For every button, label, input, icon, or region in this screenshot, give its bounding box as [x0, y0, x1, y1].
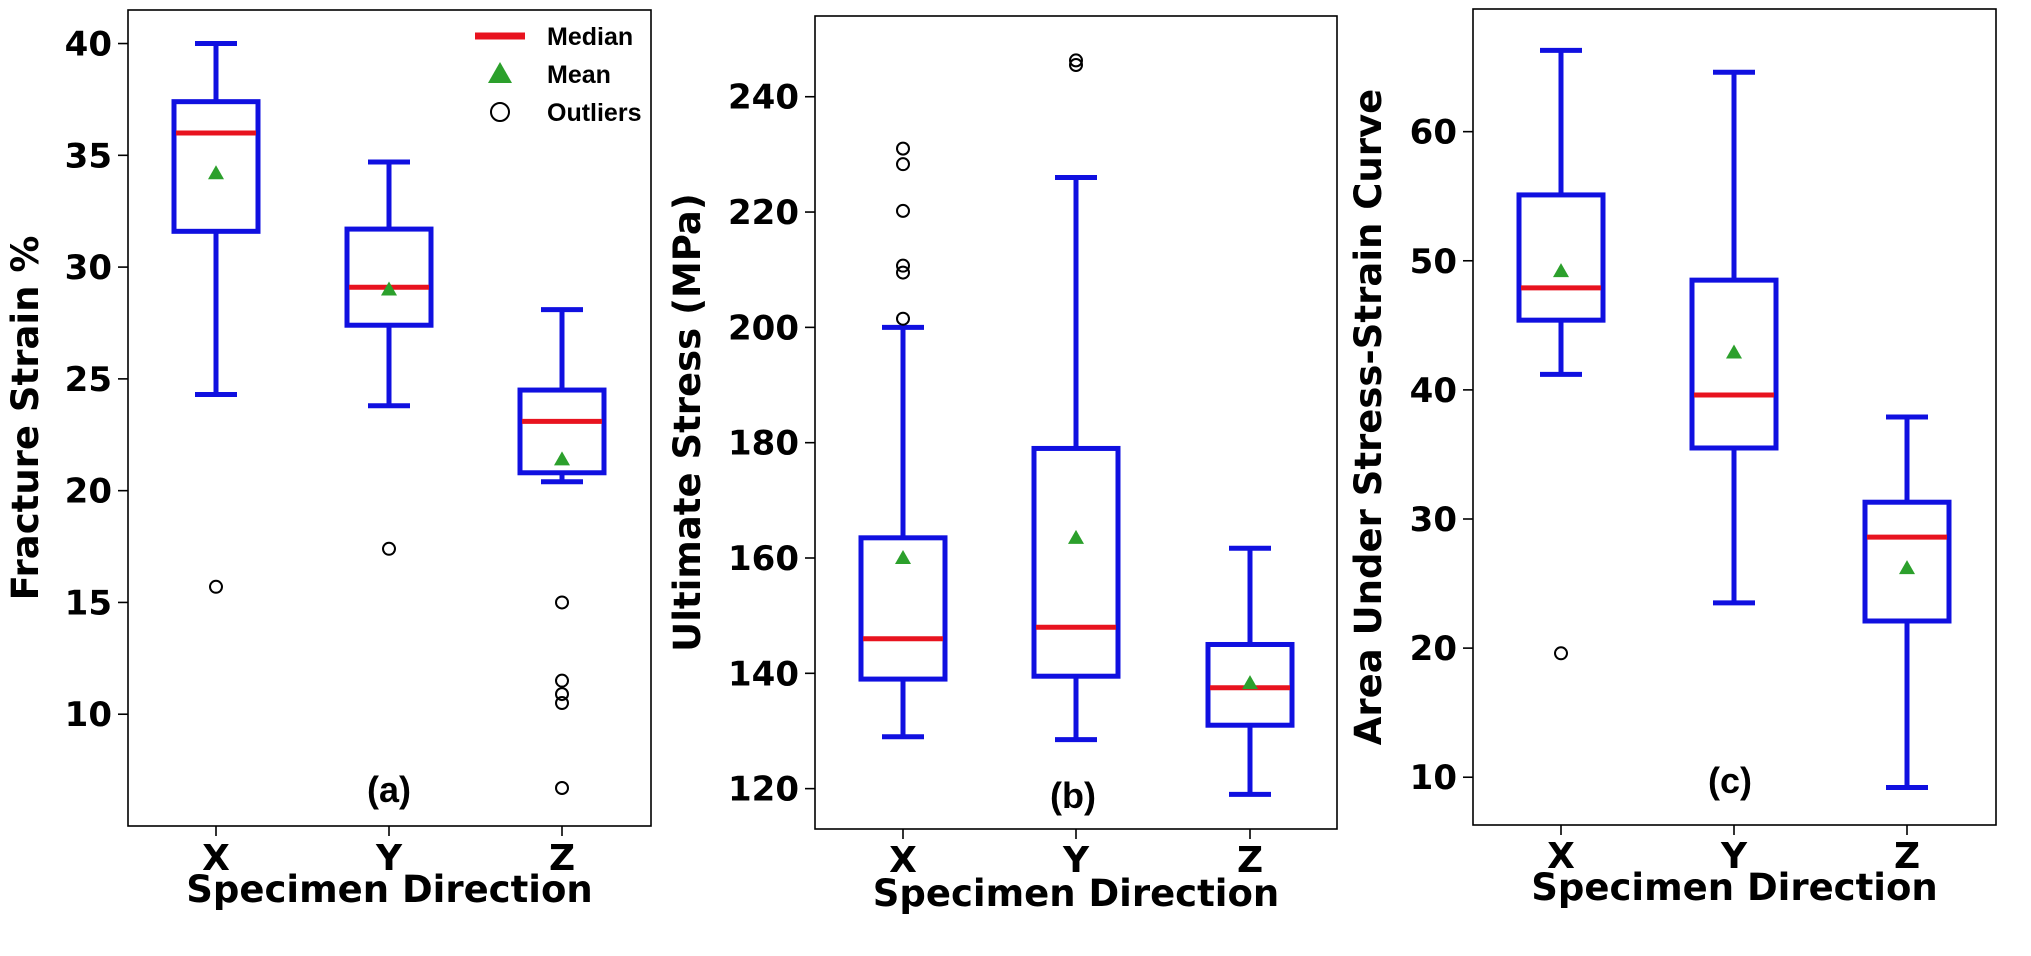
y-tick-label: 30 — [1410, 500, 1457, 540]
outlier-point — [209, 579, 223, 594]
x-tick-label: X — [202, 838, 230, 879]
y-tick-label: 10 — [1410, 758, 1457, 798]
x-axis-title: Specimen Direction — [873, 872, 1280, 915]
y-tick-label: 15 — [65, 583, 112, 623]
box-z — [517, 307, 607, 795]
mean-marker — [1242, 675, 1258, 690]
x-tick-label: Y — [1720, 836, 1748, 877]
y-tick-label: 35 — [65, 136, 112, 176]
mean-marker — [1553, 263, 1569, 278]
y-tick-label: 40 — [1410, 371, 1457, 411]
box-y — [1031, 53, 1121, 743]
x-tick-label: Z — [1894, 836, 1920, 877]
outlier-point — [555, 673, 569, 688]
outlier-point — [896, 157, 910, 172]
y-tick-label: 10 — [65, 695, 112, 735]
box-z — [1205, 545, 1295, 797]
iqr-box — [1516, 192, 1606, 323]
box-y — [344, 159, 434, 556]
legend-label: Median — [547, 23, 633, 51]
mean-marker — [1068, 529, 1084, 544]
outlier-point — [382, 541, 396, 556]
x-tick-label: Y — [375, 838, 403, 879]
y-tick-label: 20 — [1410, 629, 1457, 669]
outlier-point — [896, 265, 910, 280]
outlier-point — [1554, 646, 1568, 661]
x-tick-label: Z — [549, 838, 575, 879]
iqr-box — [171, 99, 261, 234]
outlier-point — [555, 780, 569, 795]
x-tick-label: Y — [1062, 840, 1090, 881]
y-axis-title: Fracture Strain % — [4, 236, 47, 601]
y-axis-title: Area Under Stress-Strain Curve — [1347, 89, 1390, 745]
outlier-point — [896, 311, 910, 326]
box-x — [171, 41, 261, 594]
legend-label: Outliers — [547, 99, 641, 127]
y-tick-label: 30 — [65, 248, 112, 288]
y-tick-label: 40 — [65, 25, 112, 65]
box-y — [1689, 69, 1779, 606]
y-axis-title: Ultimate Stress (MPa) — [666, 193, 709, 652]
iqr-box — [1205, 641, 1295, 728]
legend-mean-swatch — [488, 62, 512, 83]
box-x — [858, 141, 948, 740]
iqr-box — [1689, 277, 1779, 451]
x-axis-title: Specimen Direction — [186, 868, 593, 911]
panel-label: (a) — [367, 769, 411, 810]
x-axis-title: Specimen Direction — [1531, 866, 1938, 909]
y-tick-label: 50 — [1410, 242, 1457, 282]
iqr-box — [1862, 499, 1952, 624]
outlier-point — [896, 141, 910, 156]
iqr-box — [517, 387, 607, 476]
outlier-point — [1069, 53, 1083, 68]
y-tick-label: 180 — [728, 424, 799, 464]
outlier-point — [1069, 58, 1083, 73]
y-tick-label: 140 — [728, 654, 799, 694]
outlier-point — [896, 258, 910, 273]
legend-label: Mean — [547, 61, 611, 89]
mean-marker — [554, 451, 570, 466]
y-tick-label: 160 — [728, 539, 799, 579]
legend-outlier-swatch — [490, 102, 510, 122]
y-tick-label: 20 — [65, 472, 112, 512]
y-tick-label: 120 — [728, 770, 799, 810]
y-tick-label: 25 — [65, 360, 112, 400]
outlier-point — [555, 696, 569, 711]
panel-label: (b) — [1050, 775, 1096, 816]
y-tick-label: 240 — [728, 78, 799, 118]
mean-marker — [1899, 560, 1915, 575]
panel-label: (c) — [1708, 760, 1752, 801]
x-tick-label: Z — [1237, 840, 1263, 881]
outlier-point — [555, 687, 569, 702]
legend: Median Mean Outliers — [475, 23, 641, 127]
mean-marker — [895, 550, 911, 564]
box-x — [1516, 47, 1606, 661]
x-tick-label: X — [1547, 836, 1575, 877]
mean-marker — [1726, 344, 1742, 359]
box-z — [1862, 414, 1952, 791]
iqr-box — [1031, 445, 1121, 679]
outlier-point — [555, 595, 569, 610]
y-tick-label: 200 — [728, 308, 799, 348]
y-tick-label: 60 — [1410, 113, 1457, 153]
y-tick-label: 220 — [728, 193, 799, 233]
iqr-box — [858, 535, 948, 682]
x-tick-label: X — [889, 840, 917, 881]
outlier-point — [896, 203, 910, 218]
mean-marker — [381, 281, 397, 296]
iqr-box — [344, 226, 434, 328]
mean-marker — [208, 165, 224, 180]
